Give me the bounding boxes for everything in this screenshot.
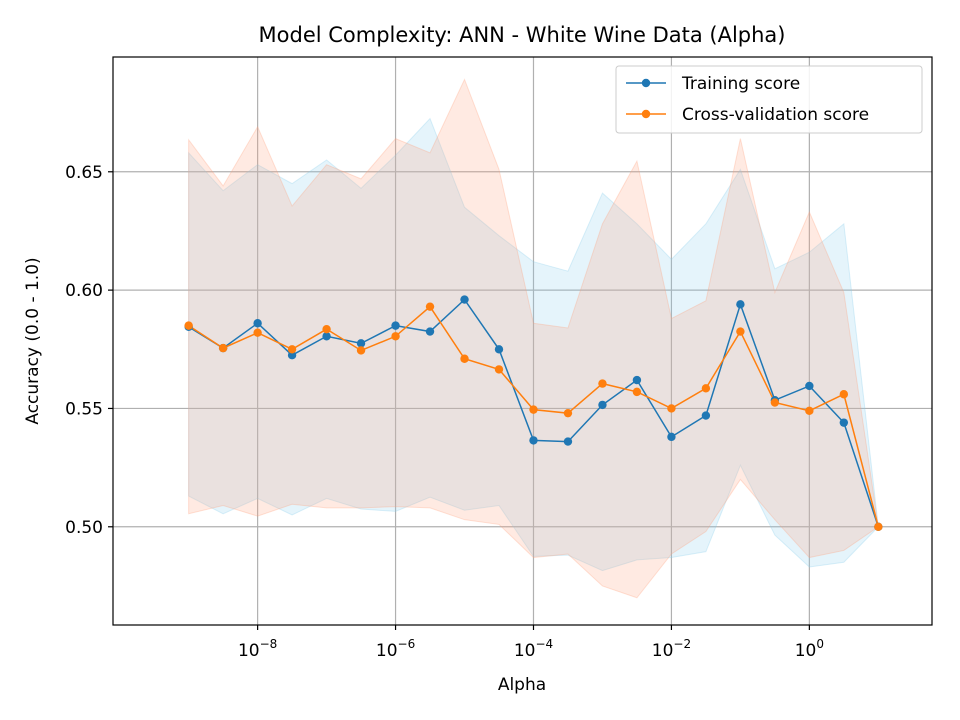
x-tick-label: 10−6 — [376, 637, 415, 661]
point-cross-validation — [494, 365, 504, 374]
point-training — [287, 351, 297, 360]
y-tick-label: 0.50 — [65, 518, 103, 538]
point-training — [425, 327, 435, 336]
legend-box — [615, 65, 923, 134]
point-cross-validation — [701, 384, 711, 393]
legend: Training score Cross-validation score — [615, 65, 923, 134]
band-cross-validation — [188, 78, 879, 599]
point-cross-validation — [253, 328, 262, 337]
legend-marker-training — [641, 78, 651, 88]
legend-label-cross-validation: Cross-validation score — [682, 105, 869, 125]
point-cross-validation — [598, 379, 607, 388]
point-cross-validation — [356, 346, 366, 355]
point-cross-validation — [460, 354, 469, 363]
grid — [113, 57, 932, 625]
point-training — [701, 411, 711, 420]
point-training — [563, 437, 573, 446]
y-tick-label: 0.55 — [65, 399, 103, 419]
point-training — [598, 400, 607, 410]
point-cross-validation — [632, 387, 642, 397]
legend-marker-cross-validation — [641, 109, 651, 119]
point-cross-validation — [736, 327, 745, 336]
y-tick-label: 0.60 — [65, 281, 103, 301]
point-training — [839, 418, 849, 427]
point-training — [529, 436, 538, 445]
point-cross-validation — [839, 390, 849, 399]
point-cross-validation — [391, 332, 400, 341]
point-training — [356, 339, 366, 348]
point-cross-validation — [287, 345, 297, 354]
point-cross-validation — [425, 302, 435, 311]
point-cross-validation — [805, 406, 814, 416]
point-training — [494, 345, 504, 354]
point-training — [253, 319, 262, 328]
point-cross-validation — [667, 404, 676, 413]
point-training — [736, 300, 745, 309]
y-tick-label: 0.65 — [65, 163, 103, 183]
chart-title: Model Complexity: ANN - White Wine Data … — [259, 23, 786, 47]
point-cross-validation — [529, 405, 538, 414]
confidence-bands — [188, 78, 879, 599]
point-training — [805, 381, 814, 391]
point-cross-validation — [770, 398, 780, 407]
x-tick-label: 10−8 — [238, 637, 277, 661]
x-tick-label: 10−2 — [652, 637, 691, 661]
point-training — [391, 321, 400, 330]
point-training — [322, 332, 331, 341]
point-cross-validation — [184, 321, 193, 330]
point-training — [632, 375, 642, 385]
series-markers — [184, 295, 883, 531]
legend-label-training: Training score — [681, 74, 800, 94]
point-training — [667, 432, 676, 442]
band-training — [188, 117, 879, 572]
x-axis-label: Alpha — [498, 675, 546, 695]
point-cross-validation — [563, 408, 573, 418]
point-cross-validation — [218, 343, 228, 353]
axis-ticks: 10−8 10−6 10−4 10−2 100 0.50 0.55 0.60 0.65 — [65, 163, 824, 661]
y-axis-label: Accuracy (0.0 - 1.0) — [23, 257, 43, 424]
plot-frame — [112, 56, 933, 626]
point-cross-validation — [322, 324, 331, 334]
x-tick-label: 100 — [795, 637, 824, 661]
x-tick-label: 10−4 — [514, 637, 553, 661]
point-training — [460, 295, 469, 304]
point-cross-validation — [874, 522, 883, 531]
